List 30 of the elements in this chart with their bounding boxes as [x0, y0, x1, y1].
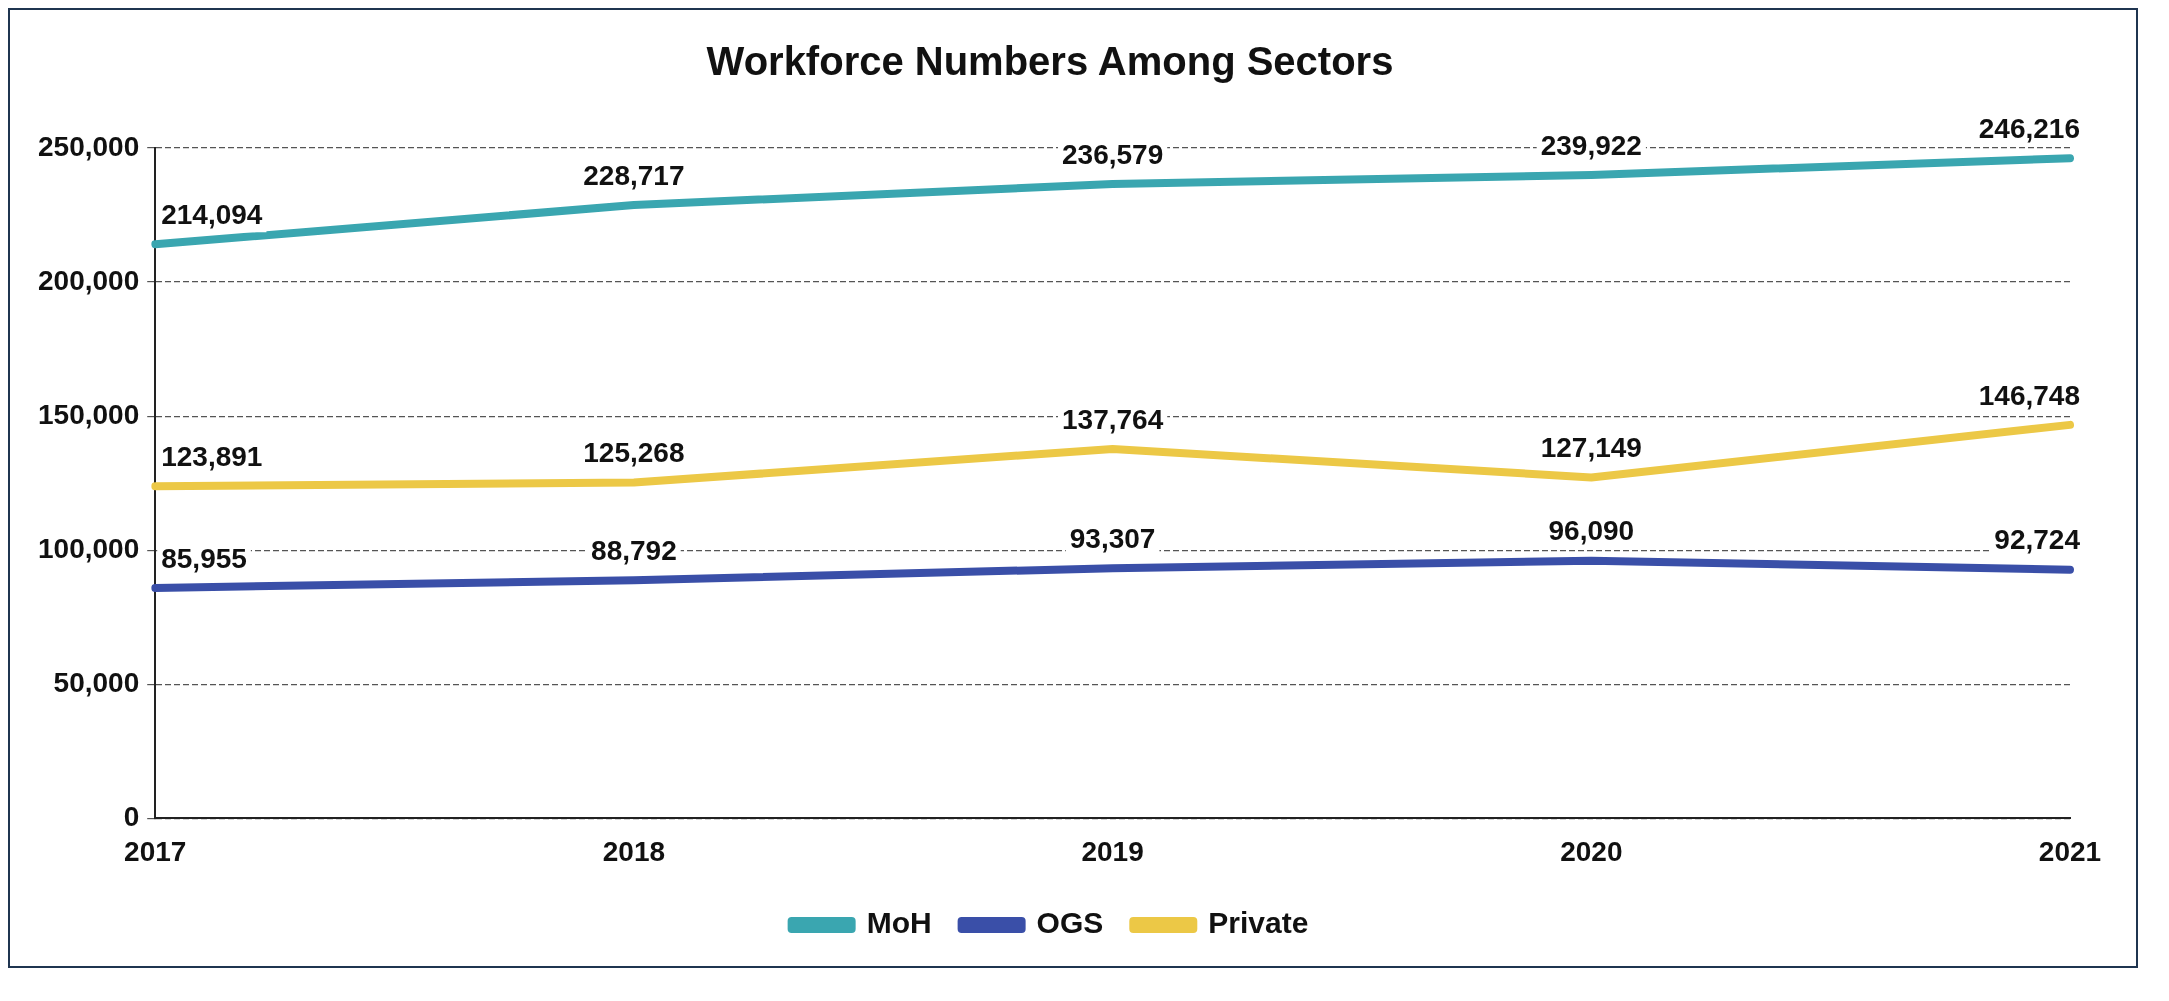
- data-label: 96,090: [1548, 515, 1635, 547]
- data-label: 236,579: [1062, 138, 1164, 170]
- x-tick-label: 2018: [602, 835, 666, 867]
- legend-label: OGS: [1036, 906, 1104, 940]
- data-label: 146,748: [1978, 379, 2080, 411]
- data-label: 228,717: [583, 159, 685, 191]
- legend-label: MoH: [866, 906, 932, 940]
- x-tick-label: 2019: [1081, 835, 1144, 867]
- data-label: 85,955: [161, 542, 247, 574]
- legend-label: Private: [1208, 906, 1309, 940]
- data-label: 246,216: [1978, 112, 2080, 144]
- y-tick-label: 250,000: [37, 130, 140, 162]
- data-label: 125,268: [583, 437, 685, 469]
- x-tick-label: 2017: [124, 835, 187, 867]
- y-tick-label: 150,000: [37, 398, 140, 430]
- x-tick-label: 2020: [1560, 835, 1623, 867]
- x-tick-label: 2021: [2038, 835, 2102, 867]
- data-label: 239,922: [1540, 129, 1642, 161]
- y-tick-label: 200,000: [37, 264, 140, 296]
- data-label: 93,307: [1069, 522, 1156, 554]
- data-label: 123,891: [161, 440, 263, 472]
- data-label: 137,764: [1062, 403, 1164, 435]
- data-label: 88,792: [591, 535, 677, 567]
- data-label: 127,149: [1540, 432, 1642, 464]
- y-tick-label: 100,000: [37, 532, 140, 564]
- y-tick-label: 50,000: [53, 667, 140, 699]
- data-label: 214,094: [161, 199, 263, 230]
- y-tick-label: 0: [123, 801, 140, 833]
- chart-title: Workforce Numbers Among Sectors: [706, 39, 1394, 84]
- data-label: 92,724: [1994, 524, 2081, 556]
